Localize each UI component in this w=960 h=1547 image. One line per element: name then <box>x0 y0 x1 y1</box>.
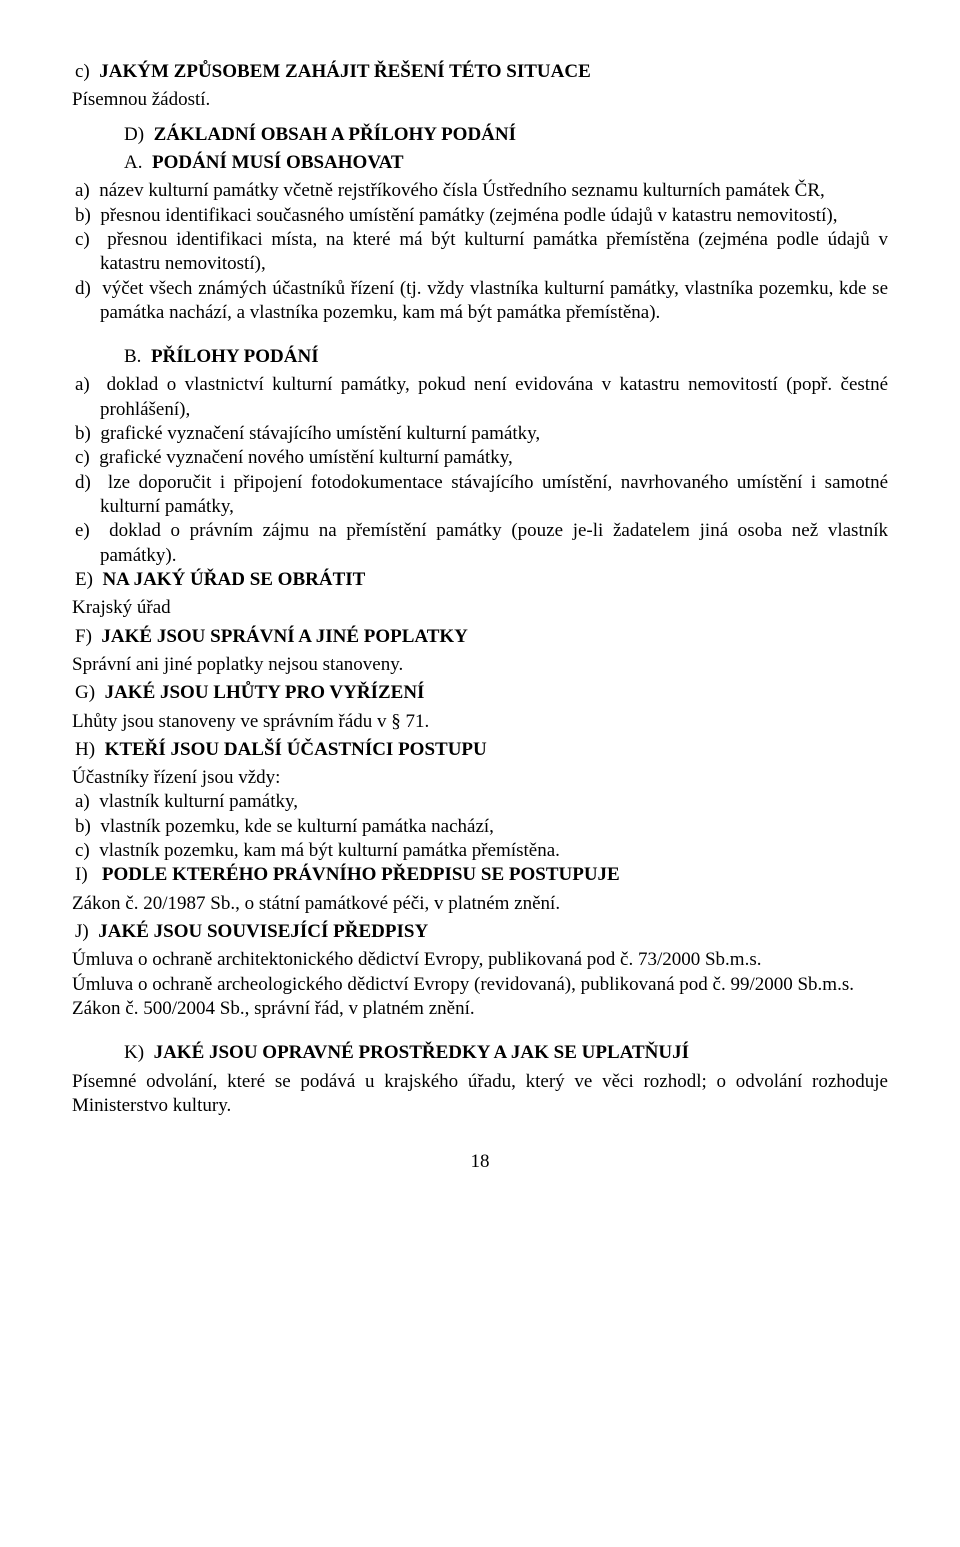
section-i-marker: I) <box>75 864 88 885</box>
section-c-marker: c) <box>75 61 90 82</box>
list-item-text: výčet všech známých účastníků řízení (tj… <box>100 278 888 323</box>
list-item: a) vlastník kulturní památky, <box>72 790 888 814</box>
section-k-heading: K) JAKÉ JSOU OPRAVNÉ PROSTŘEDKY A JAK SE… <box>72 1041 888 1065</box>
section-e-body: Krajský úřad <box>72 596 888 620</box>
list-item-marker: d) <box>75 278 91 299</box>
subsection-b-list: a) doklad o vlastnictví kulturní památky… <box>72 373 888 568</box>
list-item-text: vlastník kulturní památky, <box>99 791 298 812</box>
list-item: b) vlastník pozemku, kde se kulturní pam… <box>72 815 888 839</box>
section-e-title: NA JAKÝ ÚŘAD SE OBRÁTIT <box>102 569 365 590</box>
section-j-heading: J) JAKÉ JSOU SOUVISEJÍCÍ PŘEDPISY <box>72 920 888 944</box>
section-g-heading: G) JAKÉ JSOU LHŮTY PRO VYŘÍZENÍ <box>72 681 888 705</box>
list-item-text: vlastník pozemku, kde se kulturní památk… <box>100 816 494 837</box>
section-d-marker: D) <box>124 124 144 145</box>
list-item: c) vlastník pozemku, kam má být kulturní… <box>72 839 888 863</box>
list-item: c) přesnou identifikaci místa, na které … <box>72 228 888 277</box>
section-j-body-line: Úmluva o ochraně archeologického dědictv… <box>72 973 888 997</box>
list-item-marker: e) <box>75 520 90 541</box>
section-h-list: a) vlastník kulturní památky, b) vlastní… <box>72 790 888 863</box>
list-item-marker: a) <box>75 180 90 201</box>
list-item-marker: d) <box>75 472 91 493</box>
list-item: a) doklad o vlastnictví kulturní památky… <box>72 373 888 422</box>
section-i-title: PODLE KTERÉHO PRÁVNÍHO PŘEDPISU SE POSTU… <box>102 864 620 885</box>
section-d-heading: D) ZÁKLADNÍ OBSAH A PŘÍLOHY PODÁNÍ <box>72 123 888 147</box>
list-item: e) doklad o právním zájmu na přemístění … <box>72 519 888 568</box>
section-e-heading: E) NA JAKÝ ÚŘAD SE OBRÁTIT <box>72 568 888 592</box>
section-f-heading: F) JAKÉ JSOU SPRÁVNÍ A JINÉ POPLATKY <box>72 625 888 649</box>
section-g-marker: G) <box>75 682 95 703</box>
section-j-title: JAKÉ JSOU SOUVISEJÍCÍ PŘEDPISY <box>98 921 428 942</box>
list-item-text: doklad o právním zájmu na přemístění pam… <box>100 520 888 565</box>
section-c-title: JAKÝM ZPŮSOBEM ZAHÁJIT ŘEŠENÍ TÉTO SITUA… <box>99 61 590 82</box>
document-page: c) JAKÝM ZPŮSOBEM ZAHÁJIT ŘEŠENÍ TÉTO SI… <box>0 0 960 1239</box>
section-f-body: Správní ani jiné poplatky nejsou stanove… <box>72 653 888 677</box>
section-g-title: JAKÉ JSOU LHŮTY PRO VYŘÍZENÍ <box>105 682 425 703</box>
section-c-body: Písemnou žádostí. <box>72 88 888 112</box>
list-item-text: vlastník pozemku, kam má být kulturní pa… <box>99 840 560 861</box>
section-j-body-line: Zákon č. 500/2004 Sb., správní řád, v pl… <box>72 997 888 1021</box>
section-i-heading: I) PODLE KTERÉHO PRÁVNÍHO PŘEDPISU SE PO… <box>72 863 888 887</box>
subsection-a-heading: A. PODÁNÍ MUSÍ OBSAHOVAT <box>72 151 888 175</box>
section-h-title: KTEŘÍ JSOU DALŠÍ ÚČASTNÍCI POSTUPU <box>105 739 487 760</box>
list-item: d) výčet všech známých účastníků řízení … <box>72 277 888 326</box>
section-h-marker: H) <box>75 739 95 760</box>
list-item-text: přesnou identifikaci současného umístění… <box>100 205 837 226</box>
list-item-marker: b) <box>75 423 91 444</box>
section-g-body: Lhůty jsou stanoveny ve správním řádu v … <box>72 710 888 734</box>
list-item-text: doklad o vlastnictví kulturní památky, p… <box>100 374 888 419</box>
list-item-marker: c) <box>75 229 90 250</box>
list-item: a) název kulturní památky včetně rejstří… <box>72 179 888 203</box>
list-item-text: název kulturní památky včetně rejstříkov… <box>99 180 825 201</box>
list-item-marker: a) <box>75 791 90 812</box>
list-item-marker: b) <box>75 205 91 226</box>
list-item: d) lze doporučit i připojení fotodokumen… <box>72 471 888 520</box>
subsection-a-marker: A. <box>124 152 142 173</box>
section-d-title: ZÁKLADNÍ OBSAH A PŘÍLOHY PODÁNÍ <box>154 124 516 145</box>
section-f-marker: F) <box>75 626 92 647</box>
section-k-title: JAKÉ JSOU OPRAVNÉ PROSTŘEDKY A JAK SE UP… <box>154 1042 689 1063</box>
section-e-marker: E) <box>75 569 93 590</box>
list-item-marker: a) <box>75 374 90 395</box>
subsection-a-list: a) název kulturní památky včetně rejstří… <box>72 179 888 325</box>
subsection-a-title: PODÁNÍ MUSÍ OBSAHOVAT <box>152 152 404 173</box>
list-item-marker: b) <box>75 816 91 837</box>
list-item-text: grafické vyznačení stávajícího umístění … <box>100 423 540 444</box>
section-k-body: Písemné odvolání, které se podává u kraj… <box>72 1070 888 1119</box>
subsection-b-marker: B. <box>124 346 141 367</box>
subsection-b-title: PŘÍLOHY PODÁNÍ <box>151 346 319 367</box>
list-item: c) grafické vyznačení nového umístění ku… <box>72 446 888 470</box>
subsection-b-heading: B. PŘÍLOHY PODÁNÍ <box>72 345 888 369</box>
list-item-text: grafické vyznačení nového umístění kultu… <box>99 447 512 468</box>
list-item: b) grafické vyznačení stávajícího umístě… <box>72 422 888 446</box>
section-j-body-line: Úmluva o ochraně architektonického dědic… <box>72 948 888 972</box>
section-i-body: Zákon č. 20/1987 Sb., o státní památkové… <box>72 892 888 916</box>
section-h-heading: H) KTEŘÍ JSOU DALŠÍ ÚČASTNÍCI POSTUPU <box>72 738 888 762</box>
section-h-intro: Účastníky řízení jsou vždy: <box>72 766 888 790</box>
page-number: 18 <box>72 1150 888 1174</box>
list-item-marker: c) <box>75 447 90 468</box>
list-item-marker: c) <box>75 840 90 861</box>
list-item-text: lze doporučit i připojení fotodokumentac… <box>100 472 888 517</box>
section-j-marker: J) <box>75 921 89 942</box>
section-k-marker: K) <box>124 1042 144 1063</box>
section-f-title: JAKÉ JSOU SPRÁVNÍ A JINÉ POPLATKY <box>101 626 468 647</box>
list-item-text: přesnou identifikaci místa, na které má … <box>100 229 888 274</box>
section-c-heading: c) JAKÝM ZPŮSOBEM ZAHÁJIT ŘEŠENÍ TÉTO SI… <box>72 60 888 84</box>
list-item: b) přesnou identifikaci současného umíst… <box>72 204 888 228</box>
